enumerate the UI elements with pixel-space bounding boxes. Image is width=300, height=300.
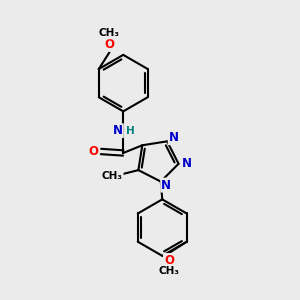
Text: CH₃: CH₃ — [158, 266, 179, 276]
Text: O: O — [104, 38, 114, 51]
Text: N: N — [169, 131, 179, 144]
Text: CH₃: CH₃ — [99, 28, 120, 38]
Text: N: N — [182, 157, 192, 170]
Text: O: O — [164, 254, 174, 267]
Text: N: N — [161, 178, 171, 192]
Text: H: H — [126, 126, 135, 136]
Text: N: N — [113, 124, 123, 137]
Text: CH₃: CH₃ — [102, 171, 123, 181]
Text: O: O — [88, 145, 98, 158]
